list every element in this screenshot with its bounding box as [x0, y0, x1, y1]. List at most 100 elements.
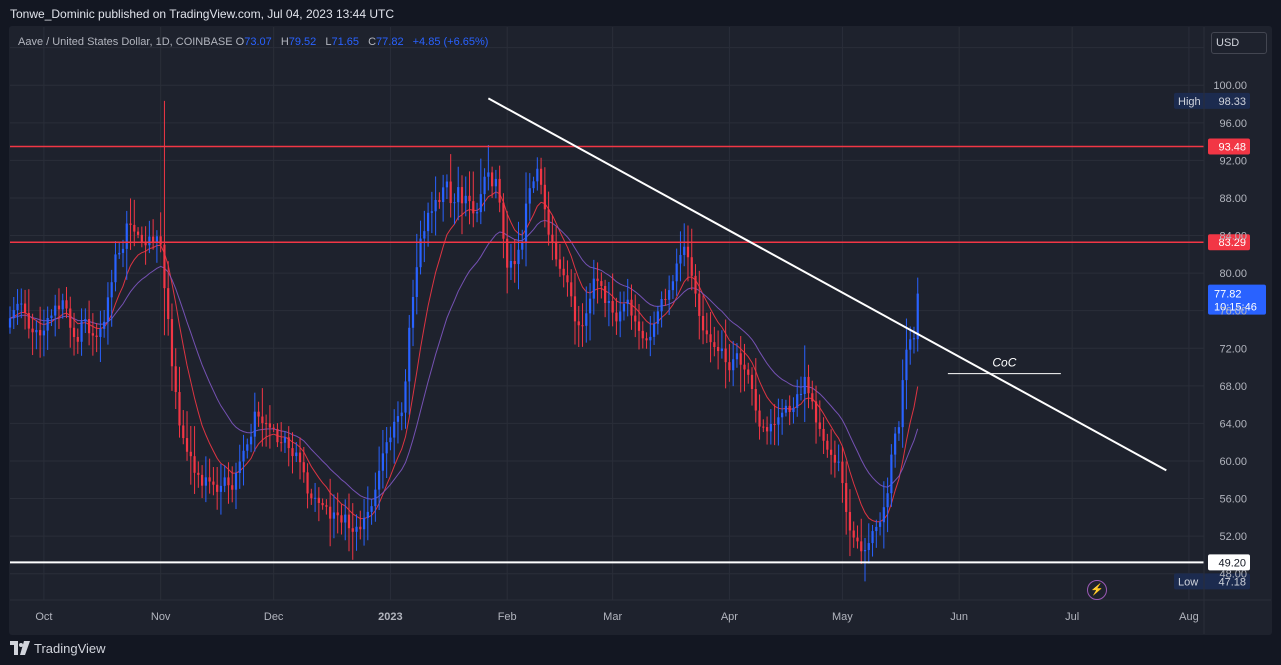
horizontal-levels[interactable]: 93.48 83.29 49.20	[10, 138, 1250, 571]
x-tick-label: May	[832, 611, 853, 623]
candle-body	[152, 236, 155, 243]
candle-body	[905, 349, 908, 381]
candle-body	[167, 288, 170, 320]
candle-body	[724, 348, 727, 363]
x-tick-label: Mar	[603, 611, 622, 623]
candle-body	[87, 319, 91, 334]
candle-body	[163, 244, 166, 289]
candle-body	[302, 462, 305, 473]
close-label: C	[368, 36, 377, 48]
candle-body	[430, 211, 433, 213]
candle-body	[830, 449, 833, 455]
candle-body	[796, 394, 799, 408]
candle-body	[848, 511, 852, 531]
low-value: 71.65	[331, 36, 360, 48]
candle-body	[701, 315, 705, 331]
tradingview-brand[interactable]: TradingView	[10, 640, 106, 656]
candle-body	[381, 453, 384, 471]
candle-body	[811, 393, 814, 402]
candle-body	[136, 231, 140, 235]
candle-body	[69, 308, 72, 328]
candle-body	[498, 178, 501, 203]
candle-body	[193, 456, 196, 473]
candle-body	[743, 364, 746, 370]
candle-body	[732, 359, 735, 371]
x-tick-label: Oct	[35, 611, 52, 623]
candle-body	[803, 376, 806, 395]
candle-body	[72, 327, 76, 337]
candle-body	[916, 293, 919, 340]
candle-body	[592, 278, 595, 299]
lightning-icon[interactable]: ⚡	[1087, 580, 1107, 600]
candle-body	[99, 328, 102, 337]
candle-body	[249, 436, 253, 445]
candle-body	[517, 249, 520, 265]
candle-body	[468, 195, 471, 202]
candle-body	[875, 526, 878, 532]
y-tick-label: 76.00	[1219, 306, 1247, 318]
candle-body	[690, 257, 693, 276]
chart-frame[interactable]	[9, 26, 1272, 635]
y-tick-label: 68.00	[1219, 381, 1247, 393]
candle-body	[80, 321, 83, 342]
candle-body	[185, 438, 189, 452]
candle-body	[20, 303, 23, 305]
currency-button[interactable]: USD	[1211, 32, 1267, 54]
descending-trendline[interactable]	[487, 97, 1167, 472]
candle-body	[668, 290, 671, 300]
y-tick-label: 84.00	[1219, 231, 1247, 243]
candle-body	[332, 512, 336, 519]
candle-body	[509, 260, 513, 268]
candle-body	[547, 209, 550, 235]
candle-body	[257, 411, 260, 417]
candle-body	[370, 506, 373, 512]
candle-body	[295, 452, 298, 457]
candle-body	[129, 223, 132, 225]
candle-body	[355, 526, 358, 532]
candle-body	[464, 195, 467, 204]
candle-body	[660, 299, 663, 312]
low-label: L	[325, 36, 332, 48]
low-tag-value: 47.18	[1218, 576, 1246, 588]
candle-body	[494, 178, 497, 187]
slow-moving-average-line	[9, 219, 919, 500]
candle-body	[159, 236, 162, 245]
candle-body	[23, 303, 27, 314]
candle-body	[607, 301, 610, 303]
candle-body	[867, 543, 870, 551]
candle-body	[720, 348, 723, 352]
candle-body	[347, 514, 351, 529]
y-tick-label: 88.00	[1219, 193, 1247, 205]
candle-body	[551, 234, 554, 243]
level-price-label: 93.48	[1218, 141, 1246, 153]
candle-body	[415, 267, 418, 297]
candle-body	[543, 184, 546, 210]
candle-body	[61, 300, 64, 310]
candle-body	[792, 407, 795, 413]
low-tag	[1174, 573, 1250, 590]
candle-body	[8, 318, 12, 328]
y-tick-label: 52.00	[1219, 531, 1247, 543]
candle-body	[389, 437, 392, 443]
candle-body	[31, 328, 34, 333]
candle-body	[649, 336, 652, 341]
candle-body	[645, 338, 648, 341]
candle-body	[155, 236, 158, 243]
candle-body	[769, 423, 772, 432]
candle-body	[42, 330, 45, 336]
candle-body	[265, 423, 268, 425]
candle-body	[140, 234, 143, 243]
open-value: 73.07	[244, 36, 272, 48]
candle-body	[856, 537, 859, 542]
candle-body	[679, 254, 682, 264]
candle-body	[216, 484, 219, 492]
candle-body	[84, 319, 87, 322]
candle-body	[310, 493, 313, 499]
candle-body	[261, 416, 264, 424]
candle-body	[65, 300, 68, 309]
y-tick-label: 60.00	[1219, 456, 1247, 468]
candle-body	[709, 334, 712, 343]
candle-body	[822, 428, 825, 441]
